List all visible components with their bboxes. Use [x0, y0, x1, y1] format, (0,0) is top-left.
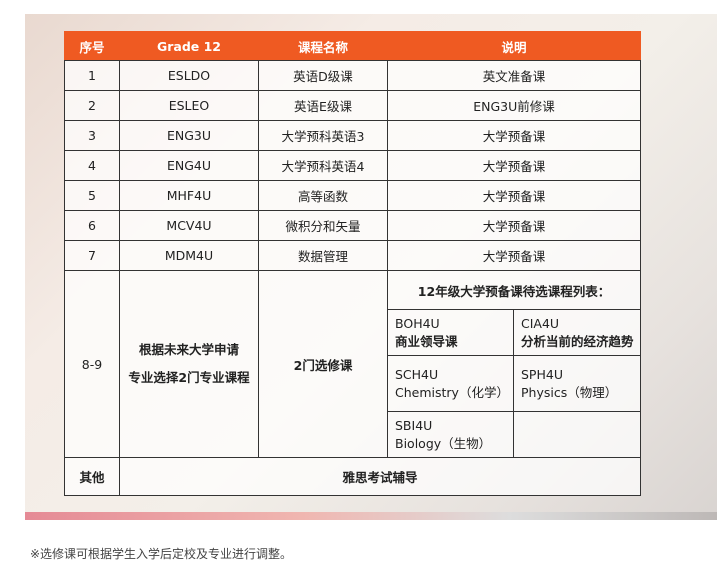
cell-no: 2: [64, 90, 120, 121]
table-row: 7 MDM4U 数据管理 大学预备课: [64, 240, 641, 271]
cell-name: 微积分和矢量: [258, 210, 388, 241]
cell-code: MHF4U: [119, 180, 259, 211]
header-course-name: 课程名称: [258, 31, 388, 61]
header-grade: Grade 12: [119, 31, 259, 61]
option-cell: SPH4U Physics（物理）: [513, 355, 641, 412]
table-row: 1 ESLDO 英语D级课 英文准备课: [64, 60, 641, 91]
option-cell: BOH4U 商业领导课: [387, 309, 514, 356]
cell-desc: 雅思考试辅导: [119, 457, 641, 496]
table-row: 3 ENG3U 大学预科英语3 大学预备课: [64, 120, 641, 151]
cell-code: ENG3U: [119, 120, 259, 151]
elective-note-line1: 根据未来大学申请: [138, 342, 239, 357]
cell-code: ESLEO: [119, 90, 259, 121]
table-header: 序号 Grade 12 课程名称 说明: [64, 31, 641, 61]
cell-no: 4: [64, 150, 120, 181]
cell-name: 英语D级课: [258, 60, 388, 91]
option-cell: SBI4U Biology（生物）: [387, 411, 514, 458]
other-row: 其他 雅思考试辅导: [64, 457, 641, 496]
cell-no: 7: [64, 240, 120, 271]
cell-desc: 英文准备课: [387, 60, 641, 91]
cell-no: 其他: [64, 457, 120, 496]
option-cell: CIA4U 分析当前的经济趋势: [513, 309, 641, 356]
header-description: 说明: [387, 31, 641, 61]
cell-name: 数据管理: [258, 240, 388, 271]
header-no: 序号: [64, 31, 120, 61]
course-table: 序号 Grade 12 课程名称 说明 1 ESLDO 英语D级课 英文准备课 2 ES…: [64, 31, 641, 496]
cell-desc: 大学预备课: [387, 210, 641, 241]
table-row: 6 MCV4U 微积分和矢量 大学预备课: [64, 210, 641, 241]
cell-desc: ENG3U前修课: [387, 90, 641, 121]
cell-code: 根据未来大学申请 专业选择2门专业课程: [119, 270, 259, 458]
cell-name: 大学预科英语4: [258, 150, 388, 181]
option-cell: SCH4U Chemistry（化学）: [387, 355, 514, 412]
cell-name: 大学预科英语3: [258, 120, 388, 151]
table-row: 5 MHF4U 高等函数 大学预备课: [64, 180, 641, 211]
cell-no: 6: [64, 210, 120, 241]
cell-name: 高等函数: [258, 180, 388, 211]
cell-no: 5: [64, 180, 120, 211]
cell-name: 2门选修课: [258, 270, 388, 458]
cell-desc: 大学预备课: [387, 180, 641, 211]
cell-code: ENG4U: [119, 150, 259, 181]
table-row: 4 ENG4U 大学预科英语4 大学预备课: [64, 150, 641, 181]
elective-list-title: 12年级大学预备课待选课程列表：: [387, 270, 641, 310]
cell-desc: 大学预备课: [387, 120, 641, 151]
cell-desc: 大学预备课: [387, 240, 641, 271]
cell-code: ESLDO: [119, 60, 259, 91]
footnote: ※选修课可根据学生入学后定校及专业进行调整。: [30, 547, 293, 561]
table-row: 2 ESLEO 英语E级课 ENG3U前修课: [64, 90, 641, 121]
cell-name: 英语E级课: [258, 90, 388, 121]
cell-code: MCV4U: [119, 210, 259, 241]
empty-cell: [513, 411, 641, 458]
elective-note-line2: 专业选择2门专业课程: [128, 370, 250, 385]
cell-no: 3: [64, 120, 120, 151]
cell-desc: 大学预备课: [387, 150, 641, 181]
elective-row: 8-9 根据未来大学申请 专业选择2门专业课程 2门选修课 12年级大学预备课待…: [64, 270, 641, 458]
cell-no: 1: [64, 60, 120, 91]
cell-code: MDM4U: [119, 240, 259, 271]
cell-no: 8-9: [64, 270, 120, 458]
